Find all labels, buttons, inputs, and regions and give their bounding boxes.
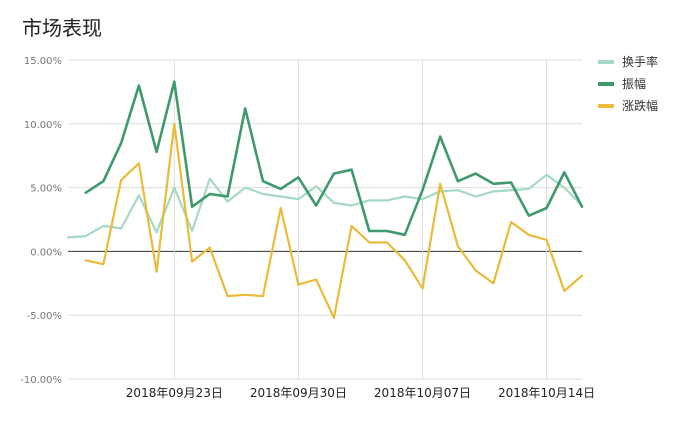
legend-label: 涨跌幅 <box>622 98 658 113</box>
x-tick-label: 2018年09月23日 <box>126 386 223 400</box>
y-tick-label: 5.00% <box>30 184 62 195</box>
y-tick-label: -5.00% <box>27 311 62 322</box>
y-tick-label: 15.00% <box>24 56 62 67</box>
series-line-1 <box>66 173 584 239</box>
y-tick-label: 0.00% <box>30 247 62 258</box>
y-tick-label: -10.00% <box>20 375 62 386</box>
legend-label: 振幅 <box>622 76 646 91</box>
x-tick-label: 2018年10月07日 <box>374 386 471 400</box>
x-tick-label: 2018年09月30日 <box>250 386 347 400</box>
series-line-2 <box>84 80 584 237</box>
legend-label: 换手率 <box>622 54 658 69</box>
chart-title: 市场表现 <box>22 16 102 40</box>
y-tick-label: 10.00% <box>24 120 62 131</box>
x-tick-label: 2018年10月14日 <box>498 386 595 400</box>
series-line-3 <box>84 122 584 319</box>
